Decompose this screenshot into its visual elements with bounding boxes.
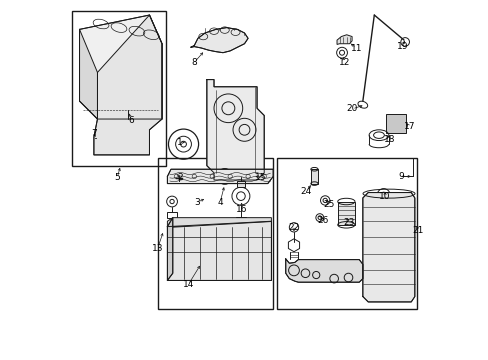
Text: 15: 15 bbox=[254, 173, 266, 182]
Bar bbox=[158, 158, 273, 309]
Text: 22: 22 bbox=[288, 223, 299, 232]
Polygon shape bbox=[336, 35, 351, 44]
Text: 16: 16 bbox=[235, 205, 247, 214]
Bar bbox=[337, 202, 354, 225]
Polygon shape bbox=[167, 218, 271, 226]
Text: 18: 18 bbox=[383, 135, 395, 144]
Text: 21: 21 bbox=[412, 226, 423, 235]
Text: 6: 6 bbox=[128, 116, 134, 125]
Text: 12: 12 bbox=[338, 58, 349, 67]
Bar bbox=[386, 114, 405, 134]
Bar bbox=[276, 158, 416, 309]
Polygon shape bbox=[285, 259, 362, 282]
Text: 17: 17 bbox=[403, 122, 414, 131]
Text: 10: 10 bbox=[379, 192, 390, 201]
Polygon shape bbox=[167, 169, 273, 184]
Bar bbox=[310, 169, 317, 184]
Text: 9: 9 bbox=[398, 172, 403, 181]
Text: 3: 3 bbox=[194, 198, 200, 207]
Text: 4: 4 bbox=[217, 198, 223, 207]
Polygon shape bbox=[190, 28, 247, 53]
Polygon shape bbox=[80, 15, 162, 119]
Text: 20: 20 bbox=[346, 104, 357, 113]
Text: 8: 8 bbox=[191, 58, 197, 67]
Text: 2: 2 bbox=[177, 173, 183, 182]
Text: 26: 26 bbox=[316, 216, 328, 225]
Text: 1: 1 bbox=[177, 138, 183, 147]
Bar bbox=[236, 181, 244, 187]
Polygon shape bbox=[94, 15, 162, 155]
Bar bbox=[167, 212, 177, 218]
Text: 13: 13 bbox=[152, 244, 163, 253]
Polygon shape bbox=[80, 30, 97, 119]
Text: 25: 25 bbox=[323, 199, 334, 208]
Polygon shape bbox=[206, 80, 264, 180]
Text: 23: 23 bbox=[343, 218, 354, 227]
Text: 14: 14 bbox=[182, 280, 193, 289]
Polygon shape bbox=[167, 218, 172, 280]
Text: 11: 11 bbox=[350, 44, 362, 53]
Text: 24: 24 bbox=[300, 187, 311, 196]
Polygon shape bbox=[362, 193, 414, 302]
Bar bbox=[72, 12, 165, 166]
Text: 19: 19 bbox=[396, 42, 407, 51]
Polygon shape bbox=[167, 221, 271, 280]
Text: 5: 5 bbox=[114, 174, 120, 183]
Text: 7: 7 bbox=[91, 129, 97, 138]
